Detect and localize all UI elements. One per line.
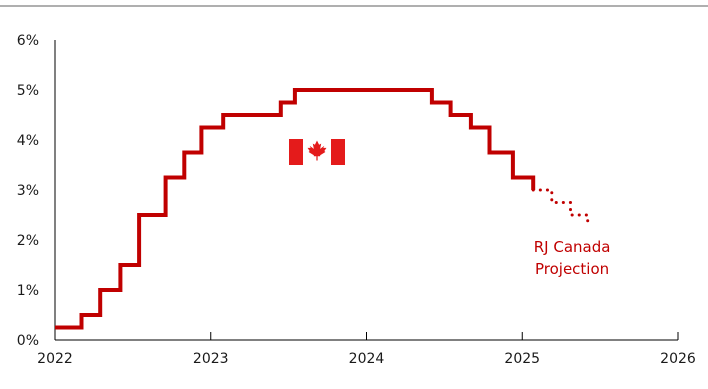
annotation-line: RJ Canada (534, 238, 611, 256)
y-tick-label: 3% (17, 183, 39, 199)
x-axis: 2022 2023 2024 2025 2026 (37, 332, 696, 367)
x-tick-label: 2024 (349, 351, 385, 367)
y-tick-label: 1% (17, 283, 39, 299)
canada-flag-icon (289, 139, 345, 165)
y-axis: 0% 1% 2% 3% 4% 5% 6% (17, 33, 56, 349)
y-tick-label: 4% (17, 133, 39, 149)
series-group (55, 88, 590, 330)
policy-rate-series-line (55, 88, 536, 330)
flag-right-band (331, 139, 345, 165)
x-tick-label: 2026 (660, 351, 696, 367)
maple-leaf-icon (307, 140, 327, 161)
y-tick-label: 5% (17, 83, 39, 99)
x-tick-label: 2022 (37, 351, 73, 367)
y-tick-label: 2% (17, 233, 39, 249)
projection-annotation: RJ Canada Projection (534, 238, 611, 278)
y-tick-label: 6% (17, 33, 39, 49)
annotation-line: Projection (535, 260, 609, 278)
x-tick-label: 2023 (193, 351, 229, 367)
projection-series-line (531, 188, 590, 229)
y-tick-label: 0% (17, 333, 39, 349)
flag-left-band (289, 139, 303, 165)
x-tick-label: 2025 (504, 351, 540, 367)
